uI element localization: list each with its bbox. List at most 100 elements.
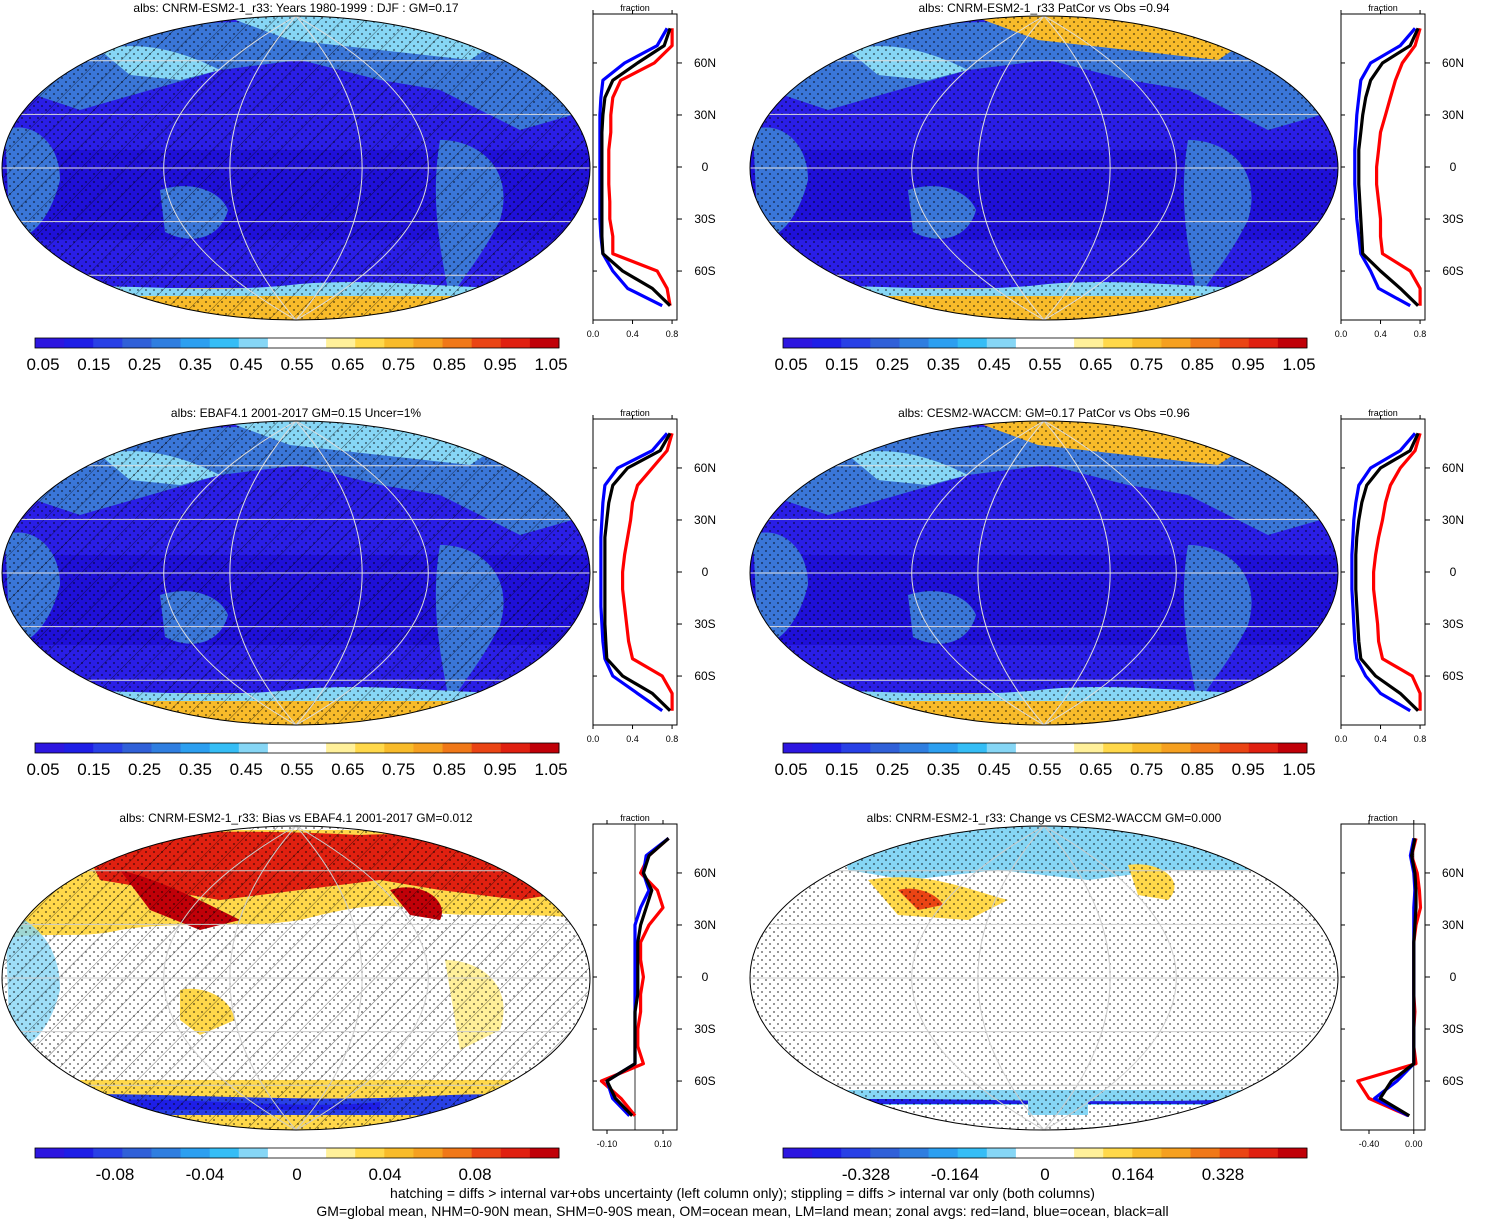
zonal-series-ocean: [599, 432, 669, 713]
colorbar-cell: [122, 1148, 152, 1158]
colorbar-cell: [355, 338, 385, 348]
colorbar-cell: [326, 743, 356, 753]
zonal-series-all: [603, 432, 672, 712]
colorbar-cell: [267, 743, 298, 753]
colorbar-cell: [297, 338, 327, 348]
latitude-label: 0: [1450, 160, 1457, 174]
colorbar-cell: [1015, 743, 1046, 753]
colorbar-label: 0.85: [1181, 760, 1214, 779]
colorbar-cell: [413, 743, 444, 753]
colorbar-cell: [1190, 743, 1221, 753]
zonal-series-land: [1374, 27, 1422, 306]
zonal-tick-label: -0.40: [1359, 1139, 1380, 1149]
latitude-label: 60N: [694, 56, 716, 70]
colorbar-label: 0.75: [382, 760, 415, 779]
colorbar-cell: [870, 743, 900, 753]
colorbar: 0.05 0.15 0.25 0.35 0.45 0.55 0.65 0.75 0.85 0.95…: [26, 742, 568, 779]
map-area: [2, 421, 590, 725]
latitude-label: 0: [702, 970, 709, 984]
colorbar-cell: [64, 743, 94, 753]
colorbar-cell: [1103, 1148, 1133, 1158]
latitude-label: 0: [702, 160, 709, 174]
colorbar-cell: [471, 743, 502, 753]
colorbar-label: 0.65: [1079, 355, 1112, 374]
colorbar-cell: [238, 338, 269, 348]
latitude-label: 30S: [694, 212, 715, 226]
colorbar-cell: [93, 338, 123, 348]
colorbar-cell: [180, 338, 211, 348]
zonal-xlabel: fraction: [620, 408, 650, 418]
colorbar-label: 0.35: [927, 355, 960, 374]
latitude-label: 0: [1450, 970, 1457, 984]
colorbar-cell: [413, 338, 444, 348]
figure-canvas: albs: CNRM-ESM2-1_r33: Years 1980-1999 :…: [1, 1, 1464, 1180]
colorbar-cell: [928, 338, 959, 348]
colorbar-cell: [64, 338, 94, 348]
colorbar-cell: [1045, 338, 1075, 348]
colorbar-cell: [93, 1148, 123, 1158]
latitude-label: 30N: [1442, 108, 1464, 122]
zonal-series-land: [599, 837, 670, 1117]
colorbar: 0.05 0.15 0.25 0.35 0.45 0.55 0.65 0.75 0.85 0.95…: [774, 337, 1316, 374]
colorbar-cell: [1132, 338, 1162, 348]
panel-title: albs: CNRM-ESM2-1_r33: Change vs CESM2-W…: [867, 811, 1222, 825]
latitude-label: 30S: [694, 1022, 715, 1036]
colorbar-cell: [93, 743, 123, 753]
zonal-tick-label: 0.4: [1374, 329, 1387, 339]
colorbar-label: 0.05: [774, 355, 807, 374]
colorbar-cell: [238, 743, 269, 753]
zonal-series-all: [1378, 838, 1418, 1118]
zonal-mean-plot: fraction 60N 30N 0 30S 60S -0.10 0.10: [592, 813, 716, 1149]
colorbar-cell: [957, 338, 988, 348]
colorbar-cell: [870, 1148, 900, 1158]
zonal-xlabel: fraction: [1368, 408, 1398, 418]
colorbar-cell: [209, 338, 240, 348]
colorbar-cell: [413, 1148, 444, 1158]
panel-3: albs: EBAF4.1 2001-2017 GM=0.15 Uncer=1%…: [1, 406, 716, 779]
colorbar-label: 0.65: [331, 355, 364, 374]
zonal-tick-label: 0.0: [587, 329, 600, 339]
zonal-tick-label: 0.0: [1335, 329, 1348, 339]
latitude-label: 60N: [694, 461, 716, 475]
colorbar-cell: [500, 1148, 531, 1158]
colorbar-cell: [1015, 1148, 1046, 1158]
zonal-series-all: [1357, 27, 1420, 307]
latitude-label: 60S: [694, 669, 715, 683]
colorbar-cell: [812, 743, 842, 753]
zonal-tick-label: -0.10: [597, 1139, 618, 1149]
panel-title: albs: CNRM-ESM2-1_r33: Bias vs EBAF4.1 2…: [119, 811, 472, 825]
colorbar-cell: [870, 338, 900, 348]
panel-6: albs: CNRM-ESM2-1_r33: Change vs CESM2-W…: [749, 811, 1464, 1180]
zonal-series-land: [607, 28, 674, 306]
colorbar-label: 0.55: [1028, 355, 1061, 374]
colorbar-label: 0.05: [26, 355, 59, 374]
zonal-tick-label: 0.8: [1414, 329, 1427, 339]
colorbar-cell: [1248, 338, 1279, 348]
colorbar-cell: [326, 338, 356, 348]
colorbar-cell: [986, 1148, 1017, 1158]
colorbar-label: 0.25: [128, 355, 161, 374]
colorbar-label: 0.08: [458, 1165, 491, 1180]
zonal-series-ocean: [1350, 432, 1417, 713]
latitude-label: 30N: [694, 513, 716, 527]
panel-4: albs: CESM2-WACCM: GM=0.17 PatCor vs Obs…: [749, 406, 1464, 779]
zonal-mean-plot: fraction 60N 30N 0 30S 60S -0.40 0.00: [1340, 813, 1464, 1149]
colorbar-label: -0.164: [931, 1165, 979, 1180]
colorbar-cell: [267, 1148, 298, 1158]
colorbar-label: 1.05: [534, 760, 567, 779]
colorbar-cell: [442, 338, 473, 348]
latitude-label: 30S: [1442, 212, 1463, 226]
panel-2: albs: CNRM-ESM2-1_r33 PatCor vs Obs =0.9…: [749, 1, 1464, 374]
colorbar-label: 1.05: [534, 355, 567, 374]
colorbar-label: 0.04: [368, 1165, 401, 1180]
map-area: [750, 826, 1338, 1130]
colorbar: 0.05 0.15 0.25 0.35 0.45 0.55 0.65 0.75 0.85 0.95…: [774, 742, 1316, 779]
colorbar-label: -0.08: [96, 1165, 135, 1180]
colorbar-label: 0.85: [433, 355, 466, 374]
colorbar-cell: [1190, 338, 1221, 348]
zonal-tick-label: 0.4: [626, 329, 639, 339]
colorbar-label: 0.15: [77, 760, 110, 779]
zonal-series-land: [620, 432, 674, 711]
colorbar-label: 0.75: [1130, 760, 1163, 779]
colorbar-label: 0.95: [484, 760, 517, 779]
